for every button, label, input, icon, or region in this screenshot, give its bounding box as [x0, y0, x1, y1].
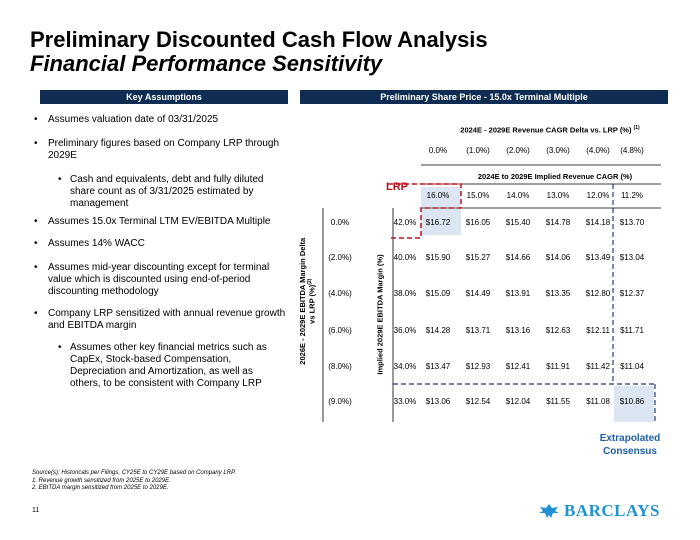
share-price-cell: $12.54 — [465, 397, 491, 406]
implied-cagr-cell: 13.0% — [546, 191, 570, 200]
margin-delta-cell: (6.0%) — [328, 326, 352, 335]
share-price-cell: $14.18 — [585, 218, 611, 227]
assumption-subitem: • Assumes other key financial metrics suc… — [58, 342, 267, 389]
implied-cagr-cell: 16.0% — [426, 191, 450, 200]
lrp-label: LRP — [386, 181, 408, 193]
share-price-cell: $11.04 — [620, 362, 644, 371]
lrp-highlight-cagr — [421, 187, 461, 207]
share-price-cell: $13.06 — [425, 397, 451, 406]
margin-delta-cell: (4.0%) — [328, 289, 352, 298]
share-price-cell: $15.09 — [425, 289, 451, 298]
margin-delta-cell: (8.0%) — [328, 362, 352, 371]
cagr-delta-cell: (4.0%) — [586, 146, 610, 155]
share-price-cell: $15.40 — [505, 218, 531, 227]
assumption-item: • Preliminary figures based on Company LR… — [34, 138, 280, 161]
share-price-cell: $13.16 — [505, 326, 531, 335]
page-number: 11 — [32, 507, 40, 514]
share-price-cell: $11.55 — [546, 397, 570, 406]
share-price-cell: $13.47 — [425, 362, 451, 371]
share-price-cell: $12.93 — [465, 362, 491, 371]
barclays-logo: BARCLAYS — [538, 501, 660, 521]
share-price-cell: $14.78 — [545, 218, 571, 227]
implied-cagr-cell: 11.2% — [620, 191, 644, 200]
implied-margin-cell: 34.0% — [393, 362, 417, 371]
eagle-icon — [539, 504, 559, 518]
cagr-delta-cell: (4.8%) — [620, 146, 644, 155]
share-price-cell: $12.04 — [505, 397, 531, 406]
footnotes: Source(s): Historicals per Filings, CY25… — [32, 470, 236, 493]
extrapolated-consensus-label: Extrapolated Consensus — [599, 433, 661, 457]
share-price-cell: $15.27 — [465, 253, 491, 262]
share-price-cell: $12.37 — [619, 289, 645, 298]
cagr-delta-cell: (2.0%) — [506, 146, 530, 155]
cagr-delta-cell: (3.0%) — [546, 146, 570, 155]
implied-margin-cell: 36.0% — [393, 326, 417, 335]
share-price-cell: $11.08 — [586, 397, 610, 406]
assumption-item: • Assumes mid-year discounting except for… — [34, 262, 270, 297]
implied-cagr-cell: 12.0% — [586, 191, 610, 200]
cagr-delta-cell: (1.0%) — [466, 146, 490, 155]
share-price-cell: $13.49 — [585, 253, 611, 262]
share-price-cell: $14.49 — [465, 289, 491, 298]
consensus-highlight — [614, 386, 654, 422]
implied-cagr-header: 2024E to 2029E Implied Revenue CAGR (%) — [477, 172, 633, 181]
implied-cagr-cell: 14.0% — [506, 191, 530, 200]
share-price-cell: $12.41 — [505, 362, 531, 371]
share-price-cell: $13.91 — [505, 289, 531, 298]
assumption-item: • Assumes 14% WACC — [34, 238, 145, 249]
page-subtitle: Financial Performance Sensitivity — [30, 51, 383, 76]
implied-margin-cell: 33.0% — [393, 397, 417, 406]
implied-margin-cell: 42.0% — [393, 218, 417, 227]
implied-margin-cell: 38.0% — [393, 289, 417, 298]
cagr-delta-cell: 0.0% — [428, 146, 448, 155]
margin-delta-cell: (2.0%) — [328, 253, 352, 262]
share-price-cell: $13.04 — [619, 253, 645, 262]
share-price-cell: $11.71 — [620, 326, 644, 335]
share-price-cell: $15.90 — [425, 253, 451, 262]
cagr-delta-header: 2024E - 2029E Revenue CAGR Delta vs. LRP… — [460, 125, 640, 135]
lrp-dashed-box — [388, 183, 462, 239]
share-price-cell: $13.70 — [619, 218, 645, 227]
ebitda-delta-axis-label: 2026E - 2029E EBITDA Margin Delta vs LRP… — [297, 237, 317, 365]
assumption-item: • Assumes valuation date of 03/31/2025 — [34, 114, 219, 125]
assumption-item: • Company LRP sensitized with annual reve… — [34, 308, 286, 331]
margin-delta-cell: 0.0% — [330, 218, 350, 227]
assumption-subitem: • Cash and equivalents, debt and fully di… — [58, 174, 264, 209]
share-price-cell: $11.91 — [546, 362, 570, 371]
share-price-cell: $11.42 — [586, 362, 610, 371]
page-title: Preliminary Discounted Cash Flow Analysi… — [30, 27, 488, 52]
footnote-2: 2. EBITDA margin sensitized from 2025E t… — [32, 485, 169, 491]
share-price-cell: $12.80 — [585, 289, 611, 298]
share-price-cell: $16.05 — [465, 218, 491, 227]
share-price-cell: $16.72 — [425, 218, 451, 227]
share-price-cell: $14.66 — [505, 253, 531, 262]
key-assumptions-header: Key Assumptions — [40, 90, 288, 104]
share-price-cell: $13.71 — [465, 326, 491, 335]
lrp-highlight-price — [421, 209, 461, 235]
share-price-header: Preliminary Share Price - 15.0x Terminal… — [300, 90, 668, 104]
share-price-cell: $12.63 — [545, 326, 571, 335]
share-price-cell: $10.86 — [619, 397, 645, 406]
share-price-cell: $12.11 — [586, 326, 610, 335]
implied-cagr-cell: 15.0% — [466, 191, 490, 200]
implied-margin-cell: 40.0% — [393, 253, 417, 262]
share-price-cell: $14.28 — [425, 326, 451, 335]
source-note: Source(s): Historicals per Filings, CY25… — [32, 470, 236, 476]
share-price-cell: $14.06 — [545, 253, 571, 262]
assumption-item: • Assumes 15.0x Terminal LTM EV/EBITDA Mu… — [34, 216, 271, 227]
share-price-cell: $13.35 — [545, 289, 571, 298]
logo-wordmark: BARCLAYS — [564, 501, 660, 520]
footnote-1: 1. Revenue growth sensitized from 2025E … — [32, 477, 171, 484]
margin-delta-cell: (9.0%) — [328, 397, 352, 406]
